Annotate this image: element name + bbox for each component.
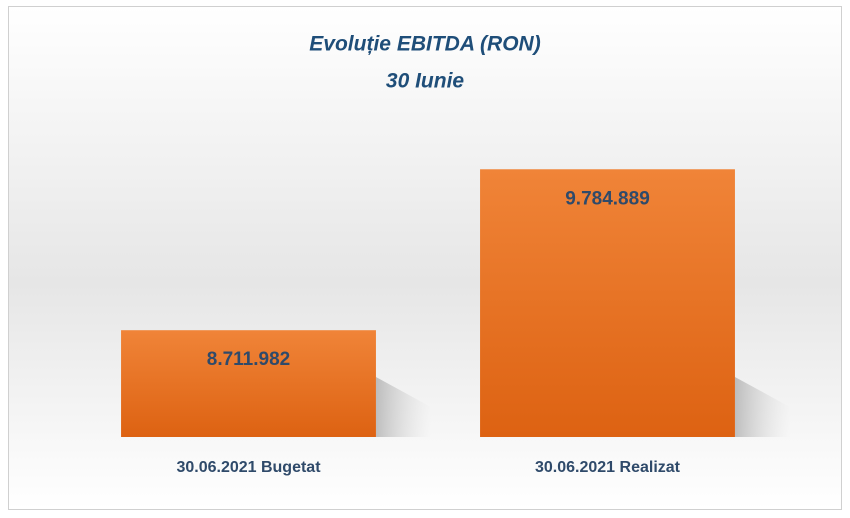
bar-shadow (375, 377, 431, 437)
bar-shadow (734, 377, 790, 437)
bar (480, 169, 735, 437)
x-tick-label: 30.06.2021 Bugetat (176, 459, 321, 476)
chart-subtitle: 30 Iunie (386, 70, 465, 93)
data-label: 9.784.889 (565, 188, 650, 209)
x-tick-label: 30.06.2021 Realizat (535, 459, 681, 476)
data-label: 8.711.982 (207, 349, 290, 370)
bar (121, 330, 376, 437)
chart-title: Evoluție EBITDA (RON) (309, 33, 540, 56)
